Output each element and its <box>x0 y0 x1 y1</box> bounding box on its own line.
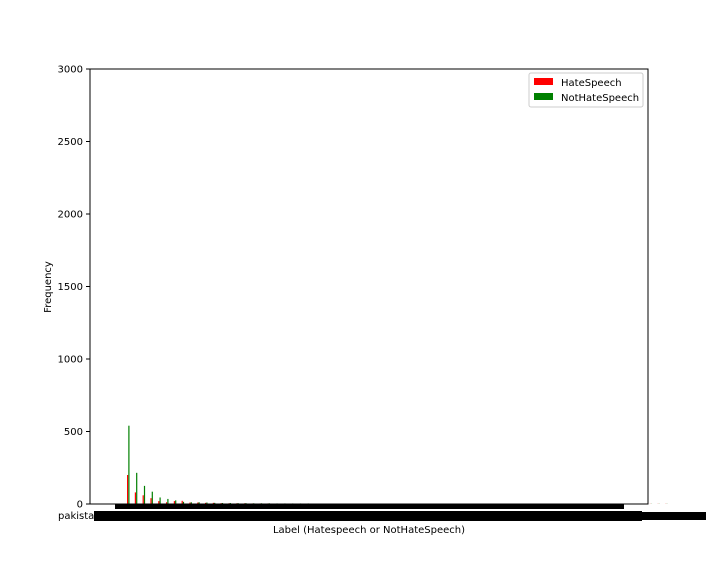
legend-label-hatespeech: HateSpeech <box>561 78 622 89</box>
bar-hatespeech <box>181 500 183 504</box>
bar-nothatespeech <box>214 502 216 504</box>
bar-hatespeech <box>205 502 207 504</box>
y-tick-label: 3000 <box>58 65 83 76</box>
bar-hatespeech <box>189 502 191 504</box>
y-tick-label: 2500 <box>58 137 83 148</box>
bar-nothatespeech <box>182 501 185 504</box>
first-x-tick-label: pakistan <box>58 511 101 522</box>
y-tick-label: 1500 <box>58 282 83 293</box>
bar-nothatespeech <box>206 502 208 504</box>
bar-nothatespeech <box>175 500 177 504</box>
bar-nothatespeech <box>151 491 153 504</box>
y-tick-label: 0 <box>77 500 83 511</box>
bar-nothatespeech <box>198 502 200 504</box>
x-tick-label-tail-overlap <box>640 512 706 520</box>
bar-nothatespeech <box>128 425 130 504</box>
bar-nothatespeech <box>229 502 231 504</box>
legend: HateSpeech NotHateSpeech <box>528 72 644 108</box>
bar-nothatespeech <box>143 485 146 504</box>
bar-hatespeech <box>150 498 152 504</box>
bar-nothatespeech <box>190 502 192 504</box>
bar-hatespeech <box>212 502 214 504</box>
bar-hatespeech <box>127 475 129 504</box>
bar-nothatespeech <box>221 502 224 504</box>
bar-hatespeech <box>158 501 160 504</box>
legend-box <box>528 72 644 108</box>
bar-nothatespeech <box>159 497 161 504</box>
bar-nothatespeech <box>136 472 138 504</box>
legend-label-nothatespeech: NotHateSpeech <box>561 93 639 104</box>
legend-swatch-nothatespeech <box>534 93 553 100</box>
legend-swatch-hatespeech <box>534 78 553 85</box>
plot-area <box>90 69 648 504</box>
bar-hatespeech <box>166 502 168 504</box>
bar-hatespeech <box>173 501 175 504</box>
y-axis: 0 500 1000 1500 2000 2500 3000 <box>58 65 90 511</box>
bar-nothatespeech <box>167 498 169 504</box>
x-tick-label-text-overlap <box>94 511 642 521</box>
x-tick-marks-overlap <box>115 504 624 509</box>
x-tick-labels-overlap <box>94 504 706 521</box>
y-axis-label: Frequency <box>43 261 54 313</box>
x-axis-label: Label (Hatespeech or NotHateSpeech) <box>273 525 465 536</box>
y-tick-label: 500 <box>64 427 83 438</box>
bar-hatespeech <box>134 492 136 504</box>
y-tick-label: 2000 <box>58 210 83 221</box>
bar-hatespeech <box>142 495 144 504</box>
bar-hatespeech <box>197 502 199 504</box>
y-tick-label: 1000 <box>58 355 83 366</box>
